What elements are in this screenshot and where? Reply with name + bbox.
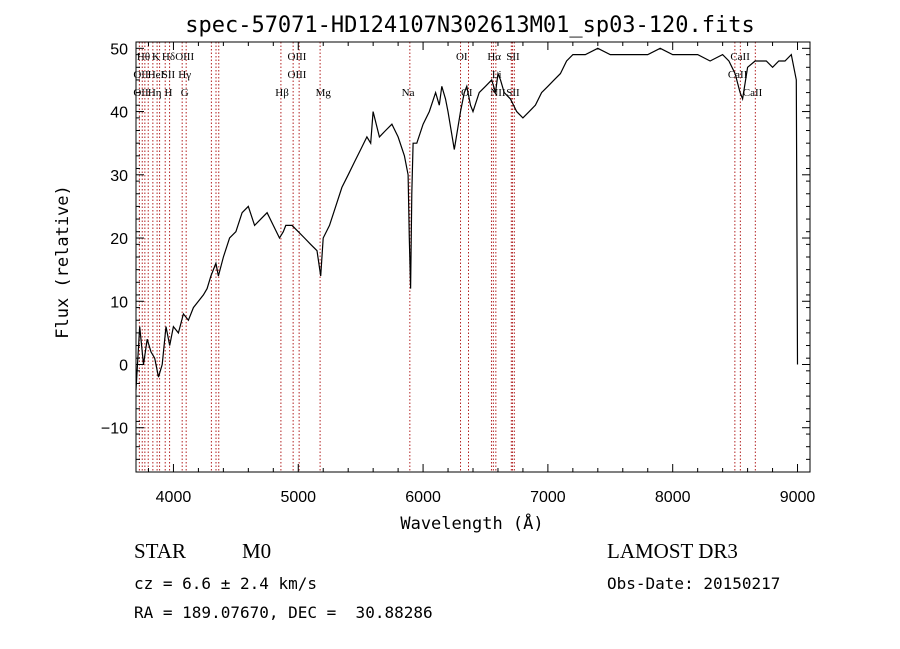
x-axis-ticks: 4000 5000 6000 7000 8000 9000 (147, 42, 816, 506)
x-tick-label-2: 6000 (405, 489, 441, 506)
marker-label-5: OI (456, 51, 468, 63)
marker-label-12: Hγ (178, 69, 191, 81)
x-tick-label-3: 7000 (530, 489, 566, 506)
marker-label-11: SII (162, 69, 176, 81)
x-tick-label-4: 8000 (655, 489, 691, 506)
marker-label-2: Hδ (162, 51, 175, 63)
line-markers (138, 42, 756, 472)
marker-label-22: Na (402, 87, 415, 99)
coordinates: RA = 189.07670, DEC = 30.88286 (134, 603, 433, 622)
x-tick-label-0: 4000 (156, 489, 192, 506)
survey-name: LAMOST DR3 (607, 539, 738, 563)
y-tick-label-1: 0 (119, 358, 128, 375)
marker-label-0: Hθ (137, 51, 150, 63)
marker-label-17: Hη (148, 87, 162, 99)
marker-label-3: OIII (175, 51, 194, 63)
marker-label-14: Li (492, 69, 502, 81)
x-axis-label: Wavelength (Å) (400, 512, 543, 534)
y-axis-ticks: −10 0 10 20 30 40 50 (101, 41, 810, 460)
marker-label-13: OIII (288, 69, 307, 81)
marker-label-18: H (164, 87, 172, 99)
marker-label-9: OII (133, 69, 149, 81)
marker-label-16: OII (133, 87, 149, 99)
x-tick-label-5: 9000 (780, 489, 816, 506)
marker-label-20: Hβ (275, 87, 289, 99)
marker-label-7: SII (506, 51, 520, 63)
object-subclass: M0 (242, 539, 272, 563)
marker-label-1: K (152, 51, 160, 63)
x-tick-label-1: 5000 (280, 489, 316, 506)
spectrum-series-line (135, 47, 799, 390)
marker-label-25: SII (506, 87, 520, 99)
y-tick-label-4: 30 (110, 168, 128, 185)
marker-label-4: OIII (288, 51, 307, 63)
marker-label-8: CaII (730, 51, 750, 63)
object-class: STAR (134, 539, 186, 563)
chart-title: spec-57071-HD124107N302613M01_sp03-120.f… (185, 13, 755, 38)
marker-label-15: CaII (728, 69, 748, 81)
y-tick-label-2: 10 (110, 294, 128, 311)
marker-label-10: HeI (148, 69, 165, 81)
y-tick-label-5: 40 (110, 105, 128, 122)
marker-label-19: G (181, 87, 189, 99)
obs-date: Obs-Date: 20150217 (607, 574, 781, 593)
marker-label-6: Hα (487, 51, 501, 63)
marker-label-21: Mg (316, 87, 332, 99)
plot-frame (135, 41, 811, 473)
y-tick-label-6: 50 (110, 41, 128, 58)
y-tick-label-0: −10 (101, 421, 128, 438)
redshift-readout: cz = 6.6 ± 2.4 km/s (134, 574, 318, 593)
y-tick-label-3: 20 (110, 231, 128, 248)
marker-label-23: OI (461, 87, 473, 99)
y-axis-label: Flux (relative) (53, 185, 73, 339)
marker-label-26: CaII (743, 87, 763, 99)
